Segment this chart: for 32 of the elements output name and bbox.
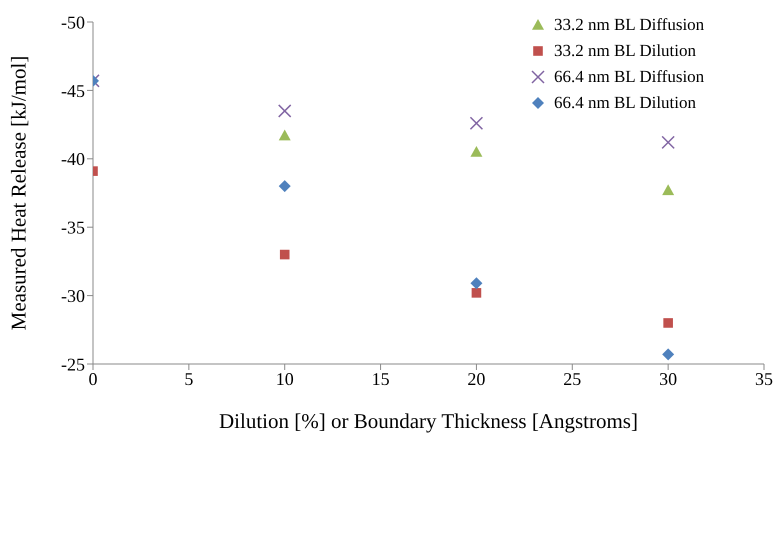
point [472, 288, 482, 298]
y-tick-label: -25 [61, 354, 85, 374]
x-axis-title: Dilution [%] or Boundary Thickness [Angstroms] [219, 409, 638, 433]
y-tick-label: -45 [61, 80, 85, 101]
x-tick-label: 10 [276, 368, 294, 389]
x-tick-label: 15 [372, 368, 390, 389]
x-tick-label: 20 [467, 368, 486, 389]
point [661, 136, 675, 150]
point [280, 250, 290, 260]
point [470, 277, 482, 290]
y-tick-label: -40 [61, 149, 85, 170]
y-tick-label: -35 [61, 218, 85, 238]
x-tick-label: 0 [88, 368, 98, 389]
legend-label: 66.4 nm BL Dilution [554, 93, 696, 113]
x-tick-label: 5 [184, 368, 194, 389]
legend-label: 66.4 nm BL Diffusion [554, 67, 704, 87]
point [278, 180, 291, 192]
y-tick-label: -30 [61, 286, 85, 306]
point [663, 318, 673, 328]
x-tick-label: 25 [563, 368, 582, 389]
point [662, 348, 674, 360]
y-axis-title: Measured Heat Release [kJ/mol] [6, 56, 30, 330]
point [470, 116, 484, 130]
legend-label: 33.2 nm BL Diffusion [554, 15, 704, 35]
point [470, 146, 482, 157]
point [278, 130, 291, 140]
y-tick-label: -50 [61, 12, 85, 32]
x-tick-label: 35 [755, 368, 773, 389]
point [278, 104, 292, 118]
legend-label: 33.2 nm BL Dilution [554, 41, 696, 61]
x-tick-label: 30 [659, 368, 678, 389]
point [662, 184, 674, 196]
